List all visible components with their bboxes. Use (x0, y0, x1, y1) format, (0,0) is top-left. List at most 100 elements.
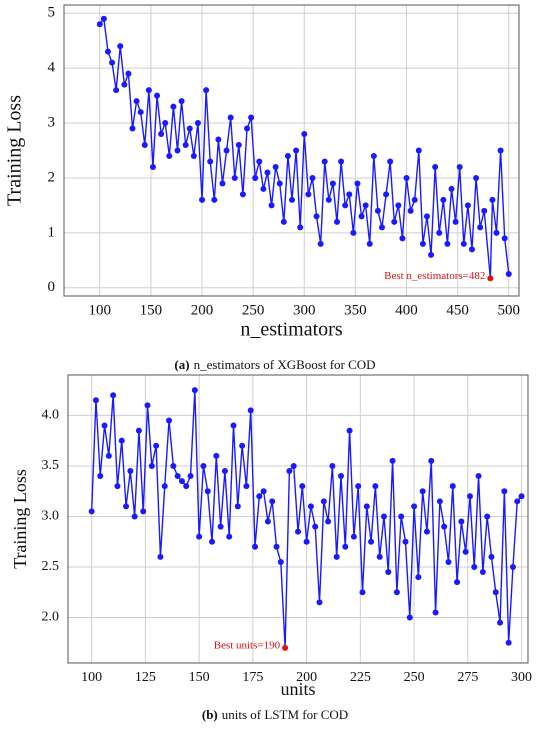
point (226, 533, 233, 540)
point (162, 120, 169, 127)
y-tick-label: 0 (48, 279, 56, 295)
x-tick-label: 100 (81, 670, 102, 685)
point (398, 513, 405, 520)
annotation: Best n_estimators=482 (384, 270, 485, 282)
point (329, 180, 336, 187)
point (462, 548, 469, 555)
point (383, 191, 390, 198)
point (118, 437, 125, 444)
point (428, 457, 435, 464)
point (277, 558, 284, 565)
x-tick-label: 250 (404, 670, 425, 685)
y-tick-label: 5 (48, 5, 56, 21)
point (333, 553, 340, 560)
point (378, 224, 385, 231)
point (337, 473, 344, 480)
point (135, 427, 142, 434)
point (260, 488, 267, 495)
y-tick-label: 3.0 (42, 509, 60, 524)
point (182, 142, 189, 149)
point (244, 125, 251, 132)
point (256, 493, 263, 500)
point (514, 498, 521, 505)
point (321, 158, 328, 165)
point (252, 174, 259, 181)
point (248, 114, 255, 121)
point (187, 473, 194, 480)
point (239, 442, 246, 449)
point (316, 599, 323, 606)
point (493, 229, 500, 236)
point (393, 589, 400, 596)
point (186, 125, 193, 132)
point (230, 422, 237, 429)
y-tick-label: 3 (48, 114, 56, 130)
point (211, 196, 218, 203)
point (272, 163, 279, 170)
caption-label: (a) (174, 357, 189, 372)
point (196, 533, 203, 540)
point (479, 569, 486, 576)
point (178, 98, 185, 105)
plot-frame (67, 374, 529, 664)
point (207, 158, 214, 165)
point (280, 218, 287, 225)
best-point (282, 644, 289, 651)
point (374, 207, 381, 214)
caption-text: units of LSTM for COD (222, 707, 348, 722)
point (518, 493, 525, 500)
point (104, 48, 111, 55)
point (456, 163, 463, 170)
point (190, 152, 197, 159)
y-axis-label: Training Loss (4, 95, 26, 206)
point (441, 523, 448, 530)
x-tick-label: 450 (446, 302, 469, 318)
point (399, 235, 406, 242)
point (423, 528, 430, 535)
y-tick-label: 2.5 (42, 559, 60, 574)
point (436, 229, 443, 236)
point (497, 619, 504, 626)
point (101, 422, 108, 429)
point (88, 508, 95, 515)
point (313, 213, 320, 220)
x-tick-label: 300 (293, 302, 316, 318)
point (234, 503, 241, 510)
point (385, 569, 392, 576)
point (204, 488, 211, 495)
point (133, 98, 140, 105)
point (110, 392, 117, 399)
point (297, 224, 304, 231)
point (475, 473, 482, 480)
point (391, 218, 398, 225)
point (354, 180, 361, 187)
point (460, 240, 467, 247)
point (320, 498, 327, 505)
point (264, 169, 271, 176)
point (96, 21, 103, 28)
point (141, 142, 148, 149)
point (406, 614, 413, 621)
point (203, 87, 210, 94)
point (329, 462, 336, 469)
caption: (b) units of LSTM for COD (202, 707, 348, 722)
point (466, 493, 473, 500)
point (252, 543, 259, 550)
point (276, 180, 283, 187)
point (484, 513, 491, 520)
point (471, 564, 478, 570)
point (293, 147, 300, 154)
point (407, 207, 414, 214)
plot-frame (63, 4, 520, 297)
point (428, 251, 435, 258)
point (92, 397, 99, 404)
point (489, 196, 496, 203)
point (338, 158, 345, 165)
point (268, 202, 275, 209)
point (368, 538, 375, 545)
point (334, 218, 340, 225)
point (380, 513, 387, 520)
point (166, 152, 173, 159)
point (362, 202, 369, 209)
point (342, 543, 349, 550)
